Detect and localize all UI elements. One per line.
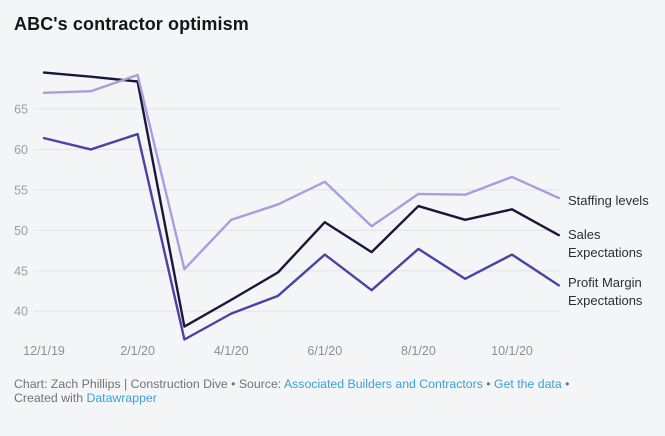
series-label-sales-expectations: Sales Expectations — [568, 227, 643, 261]
series-label-profit-margin-expectations: Profit Margin Expectations — [568, 275, 643, 309]
x-axis-tick-label: 6/1/20 — [307, 344, 342, 358]
y-axis-tick-label: 45 — [14, 264, 28, 278]
footer-credits: Chart: Zach Phillips | Construction Dive… — [14, 377, 659, 406]
footer-chart-credit: Chart: Zach Phillips | Construction Dive — [14, 377, 232, 391]
footer-separator: • Source: — [231, 377, 284, 391]
footer-created-with: Created with — [14, 390, 87, 405]
line-chart: 65 60 55 50 45 40 12/1/19 2/1/20 4/1/20 6/1/20 8/1… — [14, 71, 560, 358]
series-line-profit-margin-expectations — [42, 132, 560, 341]
y-axis-tick-label: 55 — [14, 183, 28, 197]
y-axis-tick-label: 60 — [14, 143, 28, 157]
datawrapper-link[interactable]: Datawrapper — [86, 390, 157, 405]
chart-title: ABC's contractor optimism — [14, 14, 249, 34]
y-axis-tick-label: 40 — [14, 305, 28, 319]
x-axis-tick-label: 2/1/20 — [120, 344, 155, 358]
source-link[interactable]: Associated Builders and Contractors — [283, 377, 483, 391]
footer-separator: • — [561, 377, 570, 391]
x-axis-tick-label: 4/1/20 — [214, 344, 249, 358]
get-the-data-link[interactable]: Get the data — [494, 377, 562, 391]
series-line-staffing-levels — [42, 73, 560, 271]
x-axis-tick-label: 10/1/20 — [491, 344, 533, 358]
y-axis-tick-label: 50 — [14, 224, 28, 238]
x-axis-tick-label: 8/1/20 — [401, 344, 436, 358]
series-label-staffing-levels: Staffing levels — [568, 193, 649, 208]
series-line-sales-expectations — [42, 71, 560, 328]
footer-separator: • — [482, 377, 494, 391]
x-axis-tick-label: 12/1/19 — [23, 344, 65, 358]
y-axis-tick-label: 65 — [14, 103, 28, 117]
